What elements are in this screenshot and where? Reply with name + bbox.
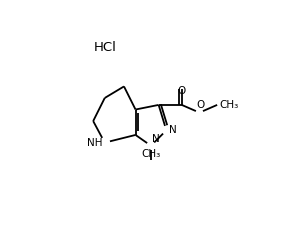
Text: N: N	[152, 134, 160, 144]
Text: CH₃: CH₃	[219, 100, 239, 110]
Text: HCl: HCl	[94, 41, 117, 54]
Text: NH: NH	[87, 138, 102, 148]
Text: CH₃: CH₃	[141, 149, 160, 159]
Text: O: O	[196, 100, 204, 110]
Text: O: O	[178, 86, 186, 96]
Text: N: N	[169, 125, 176, 135]
